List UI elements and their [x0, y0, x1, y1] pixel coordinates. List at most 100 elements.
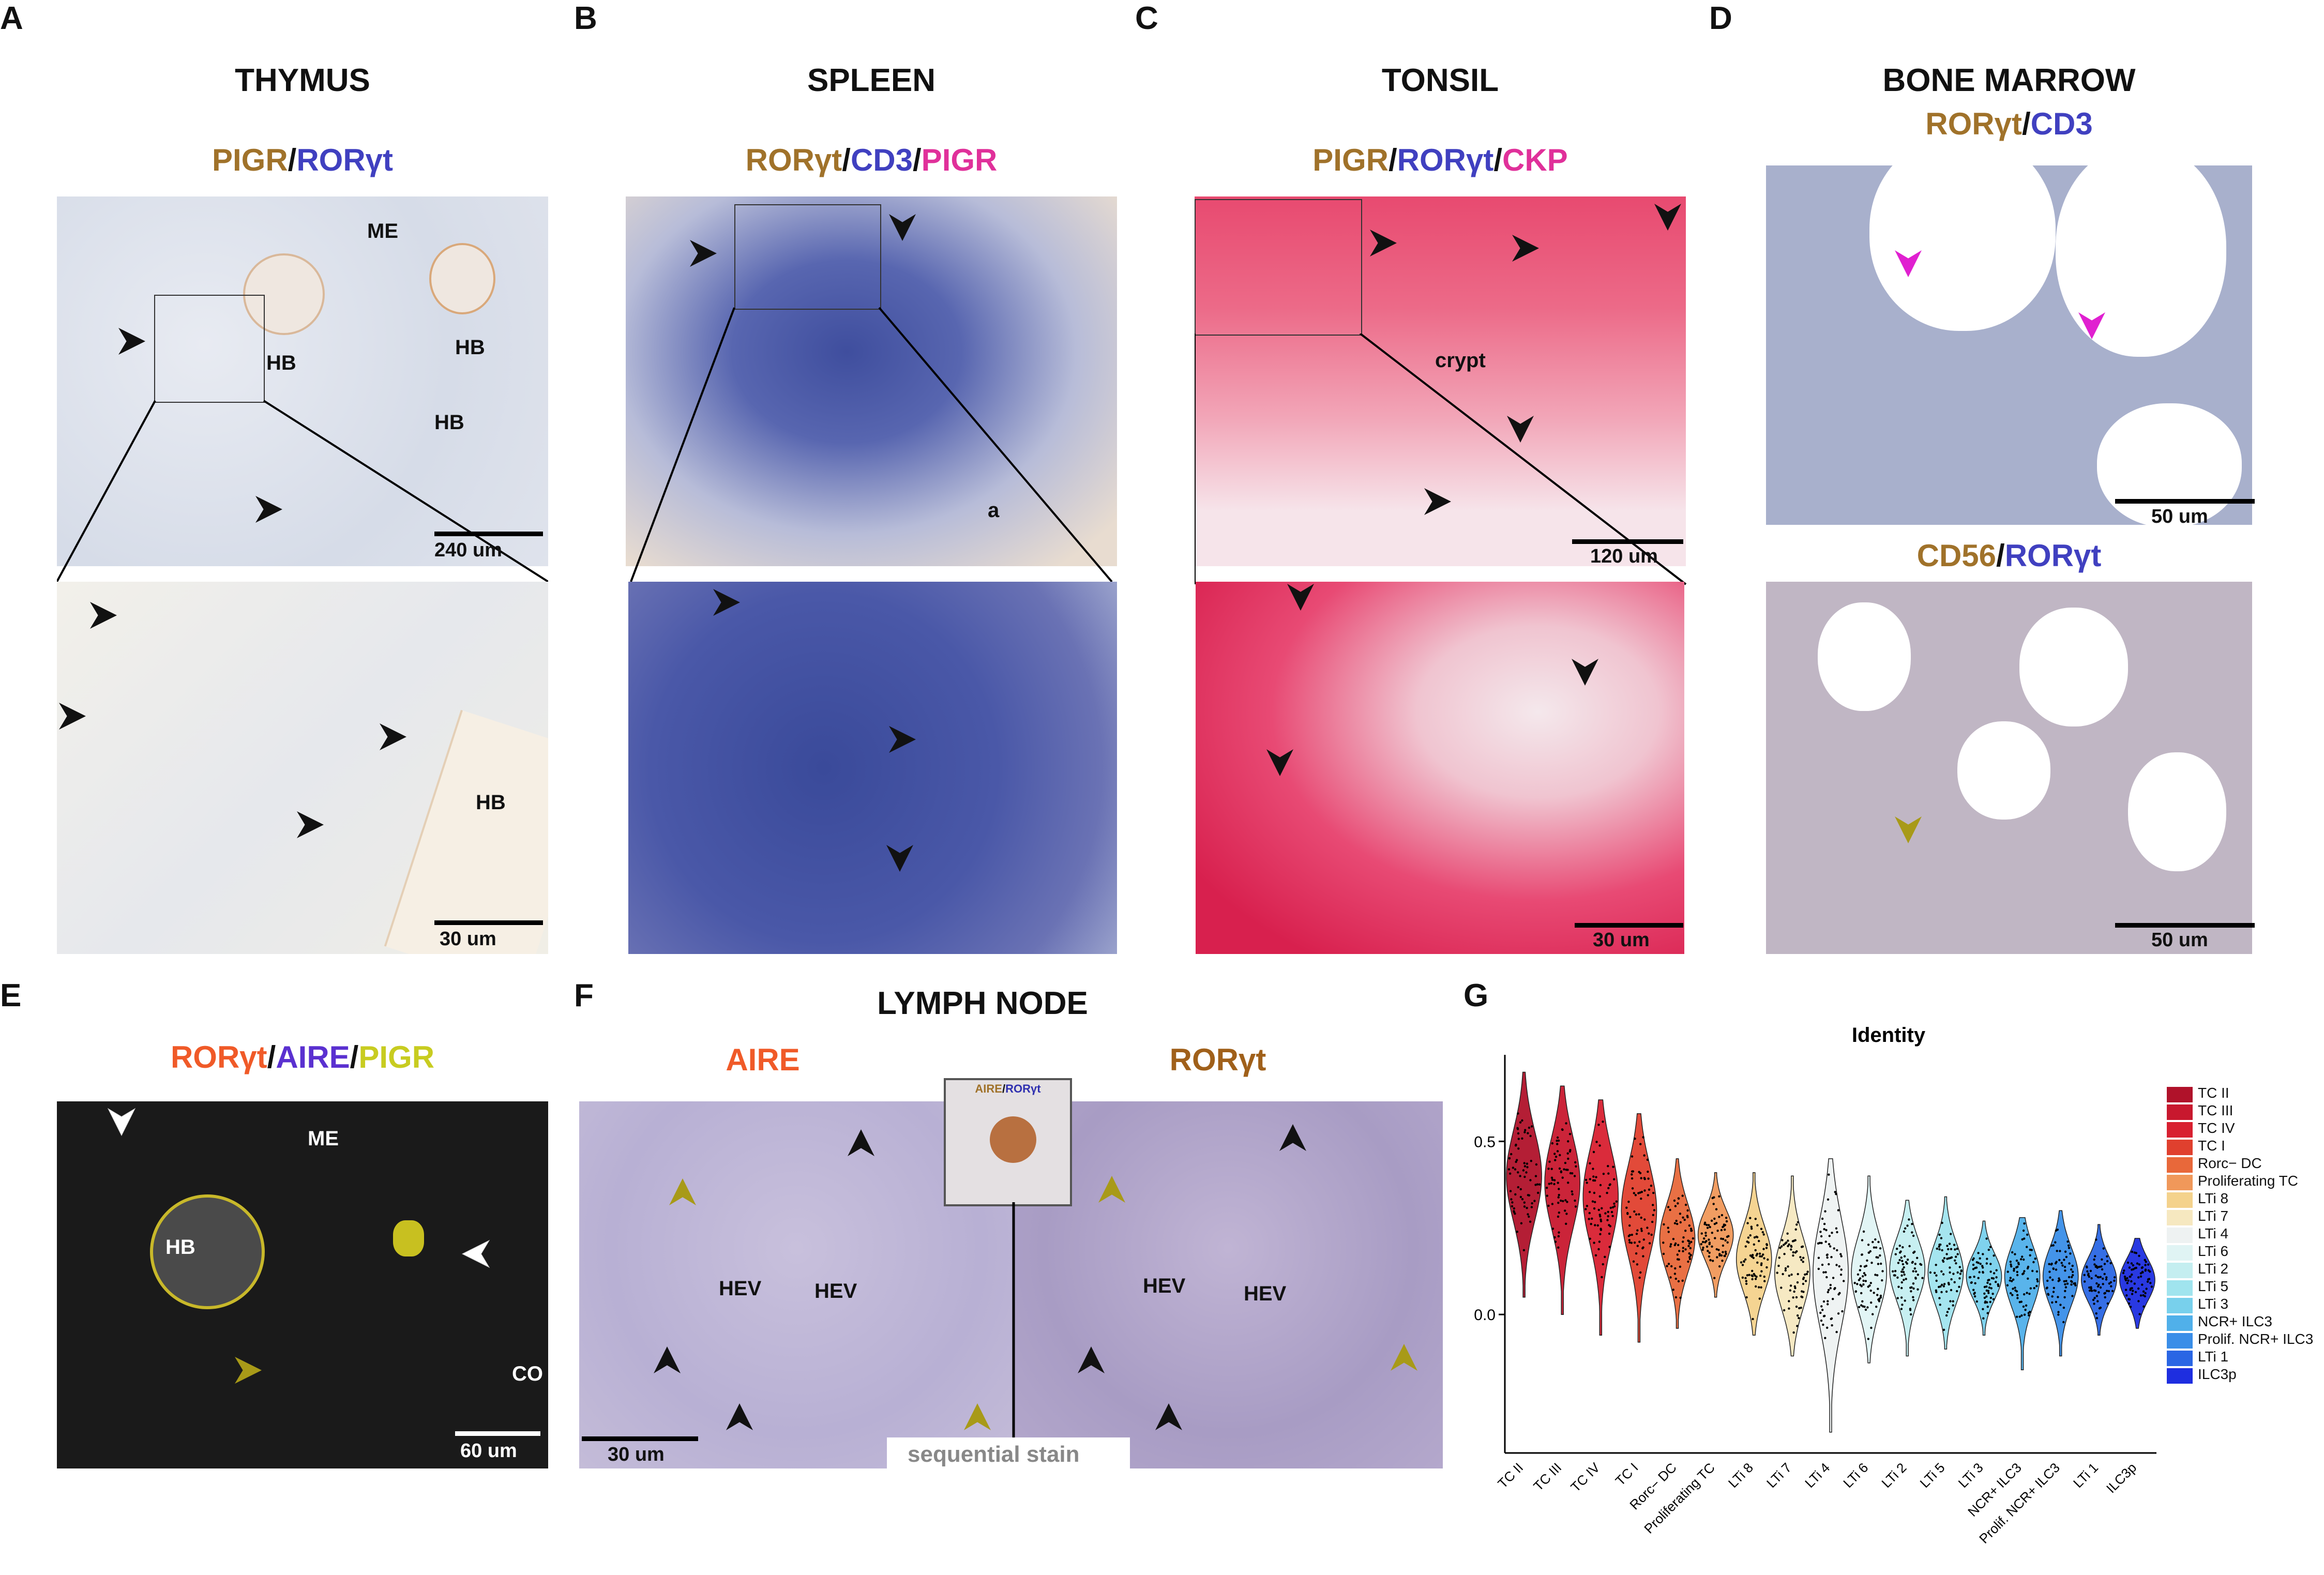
violin-dot	[2145, 1288, 2148, 1290]
violin-dot	[2052, 1244, 2055, 1247]
violin-dot	[1564, 1199, 1567, 1202]
violin-dot	[1557, 1202, 1560, 1204]
violin-dot	[2014, 1286, 2016, 1289]
violin-dot	[1902, 1246, 1904, 1249]
violin-dot	[2016, 1297, 2019, 1299]
violin-dot	[2071, 1280, 2073, 1283]
fluorescence-image	[57, 1101, 548, 1468]
violin-dot	[2132, 1268, 2135, 1270]
violin-dot	[1563, 1168, 1565, 1171]
violin-dot	[1601, 1207, 1603, 1209]
violin-dot	[1906, 1262, 1908, 1265]
violin-dot	[1835, 1227, 1838, 1230]
violin-dot	[1679, 1265, 1682, 1268]
violin-dot	[1556, 1140, 1558, 1142]
violin-dot	[2022, 1229, 2025, 1232]
violin-dot	[1553, 1236, 1556, 1239]
violin-dot	[1708, 1251, 1711, 1254]
violin-dot	[1958, 1277, 1961, 1280]
violin-dot	[2111, 1290, 2114, 1292]
violin-dot	[1608, 1232, 1611, 1235]
violin-dot	[1557, 1235, 1560, 1238]
violin-dot	[1767, 1258, 1769, 1261]
violin-dot	[1613, 1205, 1616, 1208]
x-tick-label: LTi 5	[1917, 1460, 1948, 1491]
violin-dot	[1746, 1222, 1749, 1224]
legend-label: TC II	[2198, 1085, 2229, 1101]
violin-dot	[1983, 1285, 1986, 1289]
violin-dot	[1786, 1232, 1789, 1235]
stain-part: /	[350, 1040, 359, 1074]
violin-dot	[2054, 1241, 2057, 1244]
violin-dot	[1921, 1277, 1924, 1279]
violin-dot	[2086, 1270, 2089, 1273]
inset-divider-line	[1012, 1202, 1015, 1458]
violin-dot	[1954, 1248, 1956, 1251]
violin-dot	[1982, 1253, 1984, 1255]
violin-dot	[2148, 1278, 2151, 1280]
violin-dot	[2031, 1269, 2034, 1273]
violin-dot	[2016, 1270, 2018, 1274]
violin-dot	[1712, 1203, 1715, 1205]
violin-dot	[1683, 1218, 1686, 1221]
violin-dot	[2108, 1282, 2110, 1285]
violin-dot	[1839, 1253, 1842, 1255]
violin-dot	[1561, 1176, 1564, 1179]
violin-dot	[1912, 1282, 1915, 1285]
violin-dot	[1567, 1182, 1570, 1184]
violin-dot	[2131, 1273, 2133, 1276]
violin-dot	[2012, 1288, 2014, 1290]
violin-dot	[1939, 1304, 1941, 1306]
violin-dot	[1821, 1217, 1824, 1220]
violin-dot	[1611, 1215, 1614, 1217]
violin-dot	[1718, 1216, 1721, 1218]
violin-dot	[1612, 1165, 1614, 1168]
violin-dot	[2021, 1255, 2024, 1258]
violin-dot	[2099, 1306, 2102, 1309]
violin-dot	[1968, 1276, 1971, 1279]
violin-dot	[2100, 1265, 2103, 1268]
violin-dot	[1828, 1243, 1831, 1246]
violin-dot	[1826, 1256, 1829, 1259]
violin-dot	[1593, 1207, 1596, 1210]
bone-marrow-bottom-image	[1766, 582, 2252, 954]
violin-dot	[1524, 1129, 1527, 1131]
violin-dot	[2138, 1263, 2141, 1266]
violin-dot	[1836, 1249, 1838, 1252]
violin-dot	[1948, 1243, 1951, 1245]
violin-dot	[1877, 1240, 1880, 1244]
legend-swatch	[2167, 1298, 2193, 1313]
stain-label-f-inset: AIRE/RORγt	[944, 1082, 1072, 1096]
violin-dot	[2048, 1270, 2051, 1273]
violin-dot	[1677, 1244, 1680, 1246]
legend-swatch	[2167, 1087, 2193, 1102]
violin-dot	[1763, 1257, 1765, 1260]
lymph-node-ror-image	[1014, 1101, 1443, 1468]
violin-dot	[1912, 1296, 1914, 1298]
violin-dot	[2023, 1222, 2026, 1225]
violin-dot	[2035, 1285, 2038, 1288]
violin-dot	[1528, 1126, 1531, 1129]
violin-dot	[2020, 1314, 2023, 1317]
violin-dot	[1955, 1255, 1957, 1258]
violin-dot	[1958, 1285, 1960, 1288]
violin-dot	[1788, 1243, 1790, 1246]
violin-dot	[1881, 1279, 1883, 1282]
scale-bar-e	[455, 1431, 540, 1436]
violin-dot	[1861, 1253, 1863, 1256]
x-tick-label: LTi 4	[1802, 1460, 1833, 1491]
violin-dot	[1673, 1273, 1677, 1275]
violin-dot	[1830, 1317, 1832, 1320]
violin-dot	[1744, 1245, 1747, 1248]
violin-dot	[1894, 1253, 1897, 1255]
label-crypt: crypt	[1435, 349, 1486, 372]
violin-dot	[1874, 1238, 1877, 1241]
violin-dot	[1908, 1218, 1910, 1221]
violin-dot	[1700, 1243, 1702, 1246]
violin-dot	[2014, 1253, 2016, 1255]
violin-dot	[2096, 1276, 2099, 1278]
violin-dot	[2068, 1276, 2071, 1279]
violin-dot	[2022, 1272, 2025, 1275]
violin-dot	[1820, 1305, 1823, 1308]
violin-dot	[1713, 1222, 1716, 1225]
